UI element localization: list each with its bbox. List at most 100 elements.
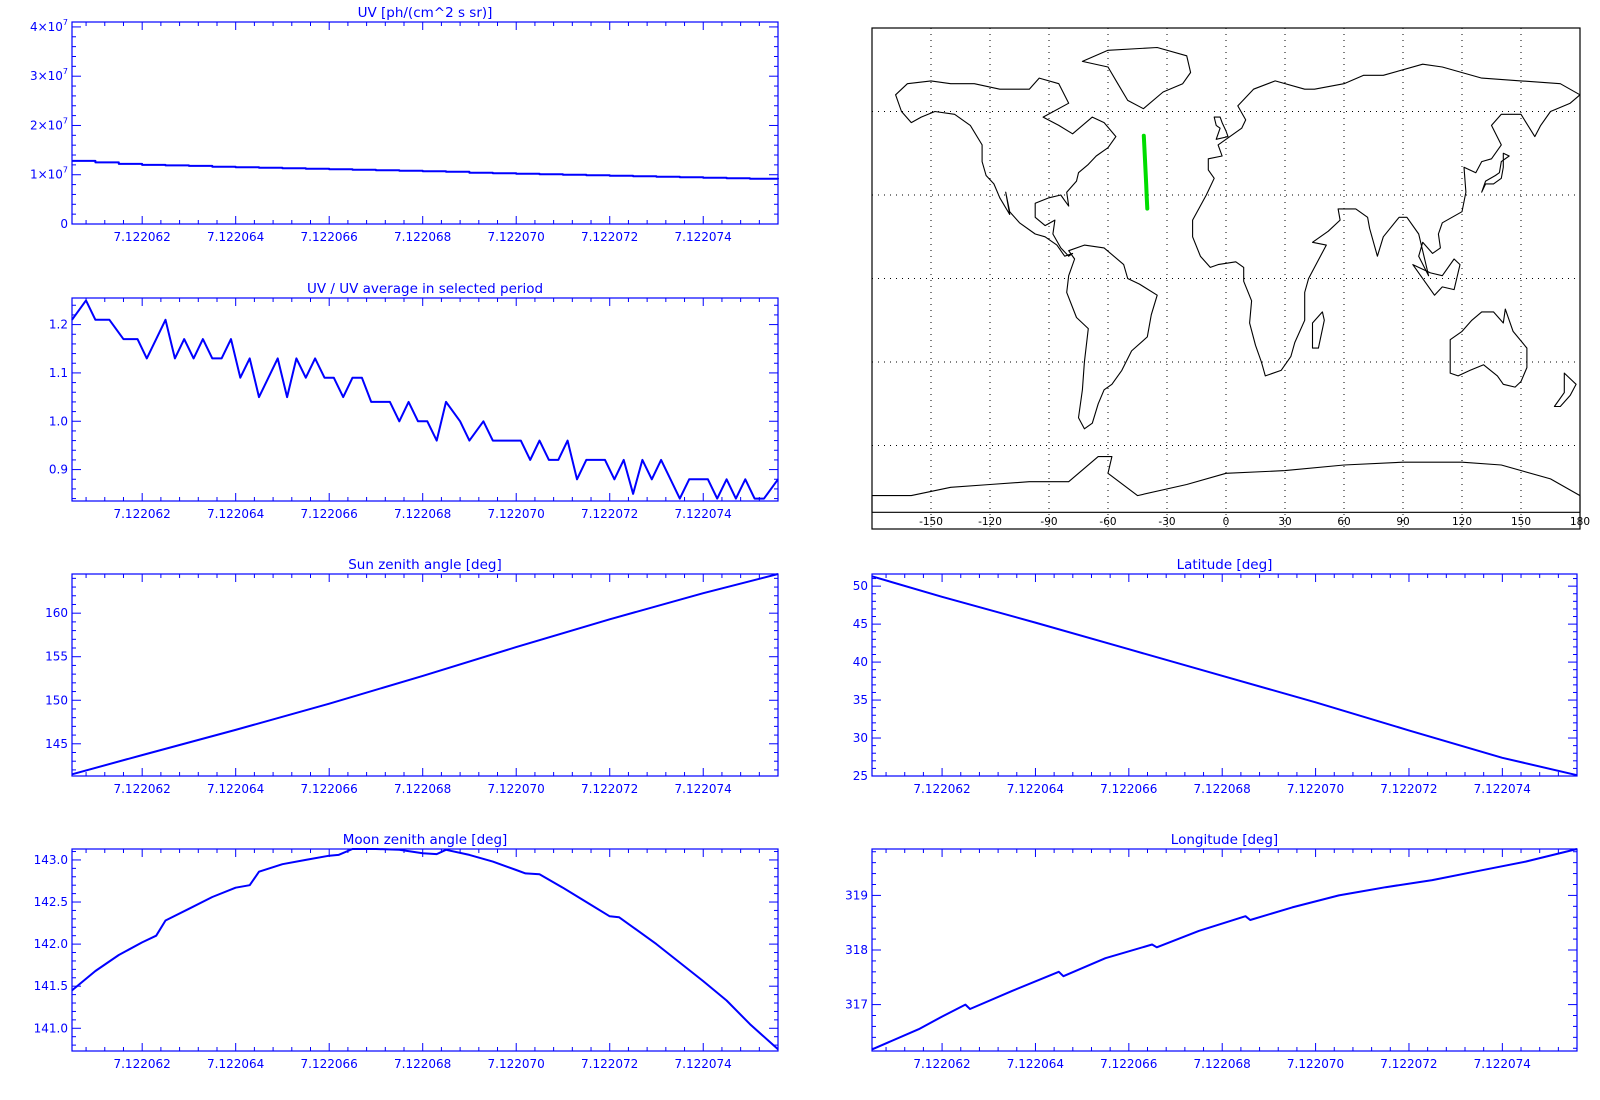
moon-zenith-panel-x-tick-label: 7.122072 — [581, 1057, 638, 1071]
moon-zenith-panel-y-tick-base: 142.5 — [34, 895, 68, 909]
latitude-panel-y-tick-label: 35 — [853, 693, 868, 707]
moon-zenith-panel-series-line — [71, 848, 779, 1051]
latitude-panel-y-tick-base: 40 — [853, 655, 868, 669]
uv-ratio-panel-frame — [71, 297, 779, 502]
sun-zenith-panel-x-tick-label: 7.122066 — [301, 782, 358, 796]
uv-panel-series-line — [72, 159, 779, 180]
coast-madagascar — [1311, 311, 1325, 349]
latitude-panel-x-tick-label: 7.122062 — [913, 782, 970, 796]
uv-ratio-panel-y-tick-base: 1.2 — [49, 318, 68, 332]
longitude-panel-title: Longitude [deg] — [1171, 832, 1278, 848]
latitude-panel-series-line — [871, 575, 1578, 777]
coast-africa-eurasia — [1192, 63, 1581, 377]
uv-ratio-panel-x-tick-label: 7.122074 — [675, 507, 732, 521]
sun-zenith-panel-y-tick-label: 155 — [45, 650, 68, 664]
latitude-panel-y-tick-base: 50 — [853, 579, 868, 593]
longitude-panel-x-tick-label: 7.122062 — [913, 1057, 970, 1071]
latitude-panel-y-tick-base: 25 — [853, 769, 868, 783]
sun-zenith-panel-y-tick-base: 145 — [45, 737, 68, 751]
uv-panel-x-tick-label: 7.122062 — [113, 230, 170, 244]
latitude-panel-y-tick-label: 30 — [853, 731, 868, 745]
coast-japan — [1481, 152, 1510, 193]
latitude-panel-y-tick-label: 25 — [853, 769, 868, 783]
moon-zenith-panel-x-tick-label: 7.122068 — [394, 1057, 451, 1071]
latitude-panel-x-tick-label: 7.122068 — [1194, 782, 1251, 796]
uv-ratio-panel-y-tick-base: 1.1 — [49, 366, 68, 380]
uv-ratio-panel-y-tick-base: 1.0 — [49, 414, 68, 428]
latitude-panel-x-tick-label: 7.122070 — [1287, 782, 1344, 796]
sun-zenith-panel-x-tick-label: 7.122068 — [394, 782, 451, 796]
sun-zenith-panel-x-tick-label: 7.122062 — [113, 782, 170, 796]
uv-panel-y-tick-base: 3×10 — [30, 69, 63, 83]
uv-ratio-panel-y-tick-label: 0.9 — [49, 463, 68, 477]
latitude-panel-y-tick-label: 40 — [853, 655, 868, 669]
uv-panel: UV [ph/(cm^2 s sr)] 7.122062 7.122064 7.122… — [30, 5, 779, 244]
uv-panel-x-tick-label: 7.122070 — [488, 230, 545, 244]
moon-zenith-panel-y-tick-label: 141.0 — [34, 1021, 68, 1035]
latitude-panel-y-tick-label: 45 — [853, 617, 868, 631]
sun-zenith-panel-x-tick-label: 7.122074 — [675, 782, 732, 796]
moon-zenith-panel-x-tick-label: 7.122064 — [207, 1057, 264, 1071]
uv-panel-y-tick-label: 4×107 — [30, 18, 68, 34]
moon-zenith-panel-x-tick-label: 7.122062 — [113, 1057, 170, 1071]
moon-zenith-panel-x-tick-label: 7.122070 — [488, 1057, 545, 1071]
uv-ratio-panel-x-tick-label: 7.122064 — [207, 507, 264, 521]
coast-antarctica — [871, 456, 1581, 513]
coast-british-isles — [1213, 116, 1229, 140]
map-coastlines — [871, 46, 1581, 513]
uv-panel-x-tick-label: 7.122068 — [394, 230, 451, 244]
uv-panel-y-tick-label: 2×107 — [30, 116, 68, 132]
sun-zenith-panel-y-tick-label: 160 — [45, 606, 68, 620]
uv-ratio-panel-y-tick-label: 1.1 — [49, 366, 68, 380]
map-lon-label: -120 — [978, 516, 1002, 528]
map-lon-label: 180 — [1570, 516, 1590, 528]
uv-panel-y-tick-exponent: 7 — [63, 67, 68, 76]
latitude-panel-title: Latitude [deg] — [1177, 557, 1273, 573]
map-lon-label: 30 — [1278, 516, 1291, 528]
moon-zenith-panel-y-tick-label: 142.5 — [34, 895, 68, 909]
longitude-panel-y-tick-base: 319 — [845, 888, 868, 902]
sun-zenith-panel-frame — [71, 573, 779, 777]
uv-panel-x-tick-label: 7.122074 — [675, 230, 732, 244]
uv-ratio-panel-x-tick-label: 7.122062 — [113, 507, 170, 521]
moon-zenith-panel-y-tick-base: 141.0 — [34, 1021, 68, 1035]
uv-panel-y-tick-exponent: 7 — [63, 166, 68, 175]
uv-ratio-panel-x-tick-label: 7.122068 — [394, 507, 451, 521]
moon-zenith-panel-y-tick-label: 143.0 — [34, 853, 68, 867]
longitude-panel-x-tick-label: 7.122064 — [1007, 1057, 1064, 1071]
map-lon-label: 150 — [1511, 516, 1531, 528]
longitude-panel-x-tick-label: 7.122070 — [1287, 1057, 1344, 1071]
map-track-line — [1141, 133, 1150, 211]
sun-zenith-panel-y-tick-base: 150 — [45, 693, 68, 707]
longitude-panel-x-tick-label: 7.122072 — [1380, 1057, 1437, 1071]
moon-zenith-panel-y-tick-label: 142.0 — [34, 937, 68, 951]
longitude-panel: Longitude [deg] 7.122062 7.122064 7.122066 7… — [845, 832, 1578, 1071]
longitude-panel-x-tick-label: 7.122068 — [1194, 1057, 1251, 1071]
uv-ratio-panel-x-tick-label: 7.122072 — [581, 507, 638, 521]
latitude-panel-x-tick-label: 7.122074 — [1474, 782, 1531, 796]
longitude-panel-y-tick-label: 318 — [845, 943, 868, 957]
map-lon-label: -90 — [1040, 516, 1057, 528]
uv-panel-y-tick-base: 0 — [60, 217, 68, 231]
coast-north-america — [895, 77, 1117, 257]
uv-panel-y-tick-exponent: 7 — [63, 18, 68, 27]
coast-australia — [1449, 308, 1528, 388]
moon-zenith-panel-x-tick-label: 7.122066 — [301, 1057, 358, 1071]
uv-panel-title: UV [ph/(cm^2 s sr)] — [358, 5, 493, 21]
uv-panel-x-tick-label: 7.122072 — [581, 230, 638, 244]
coast-south-america — [1066, 244, 1158, 430]
latitude-panel-x-tick-label: 7.122072 — [1380, 782, 1437, 796]
world-map-panel: -150 -120 -90 -60 -30 0 30 60 90 120 150 180 — [871, 27, 1590, 530]
latitude-panel-x-tick-label: 7.122066 — [1100, 782, 1157, 796]
coast-borneo-sumatra — [1412, 258, 1461, 296]
uv-ratio-panel-series-line — [71, 299, 779, 500]
latitude-panel: Latitude [deg] 7.122062 7.122064 7.122066 7.… — [853, 557, 1578, 796]
uv-ratio-panel-x-tick-label: 7.122070 — [488, 507, 545, 521]
latitude-panel-frame — [871, 573, 1578, 777]
coast-greenland — [1081, 46, 1192, 110]
longitude-panel-series-line — [871, 848, 1578, 1051]
map-lon-label: 90 — [1396, 516, 1409, 528]
latitude-panel-y-tick-base: 30 — [853, 731, 868, 745]
moon-zenith-panel-x-tick-label: 7.122074 — [675, 1057, 732, 1071]
longitude-panel-x-tick-label: 7.122066 — [1100, 1057, 1157, 1071]
